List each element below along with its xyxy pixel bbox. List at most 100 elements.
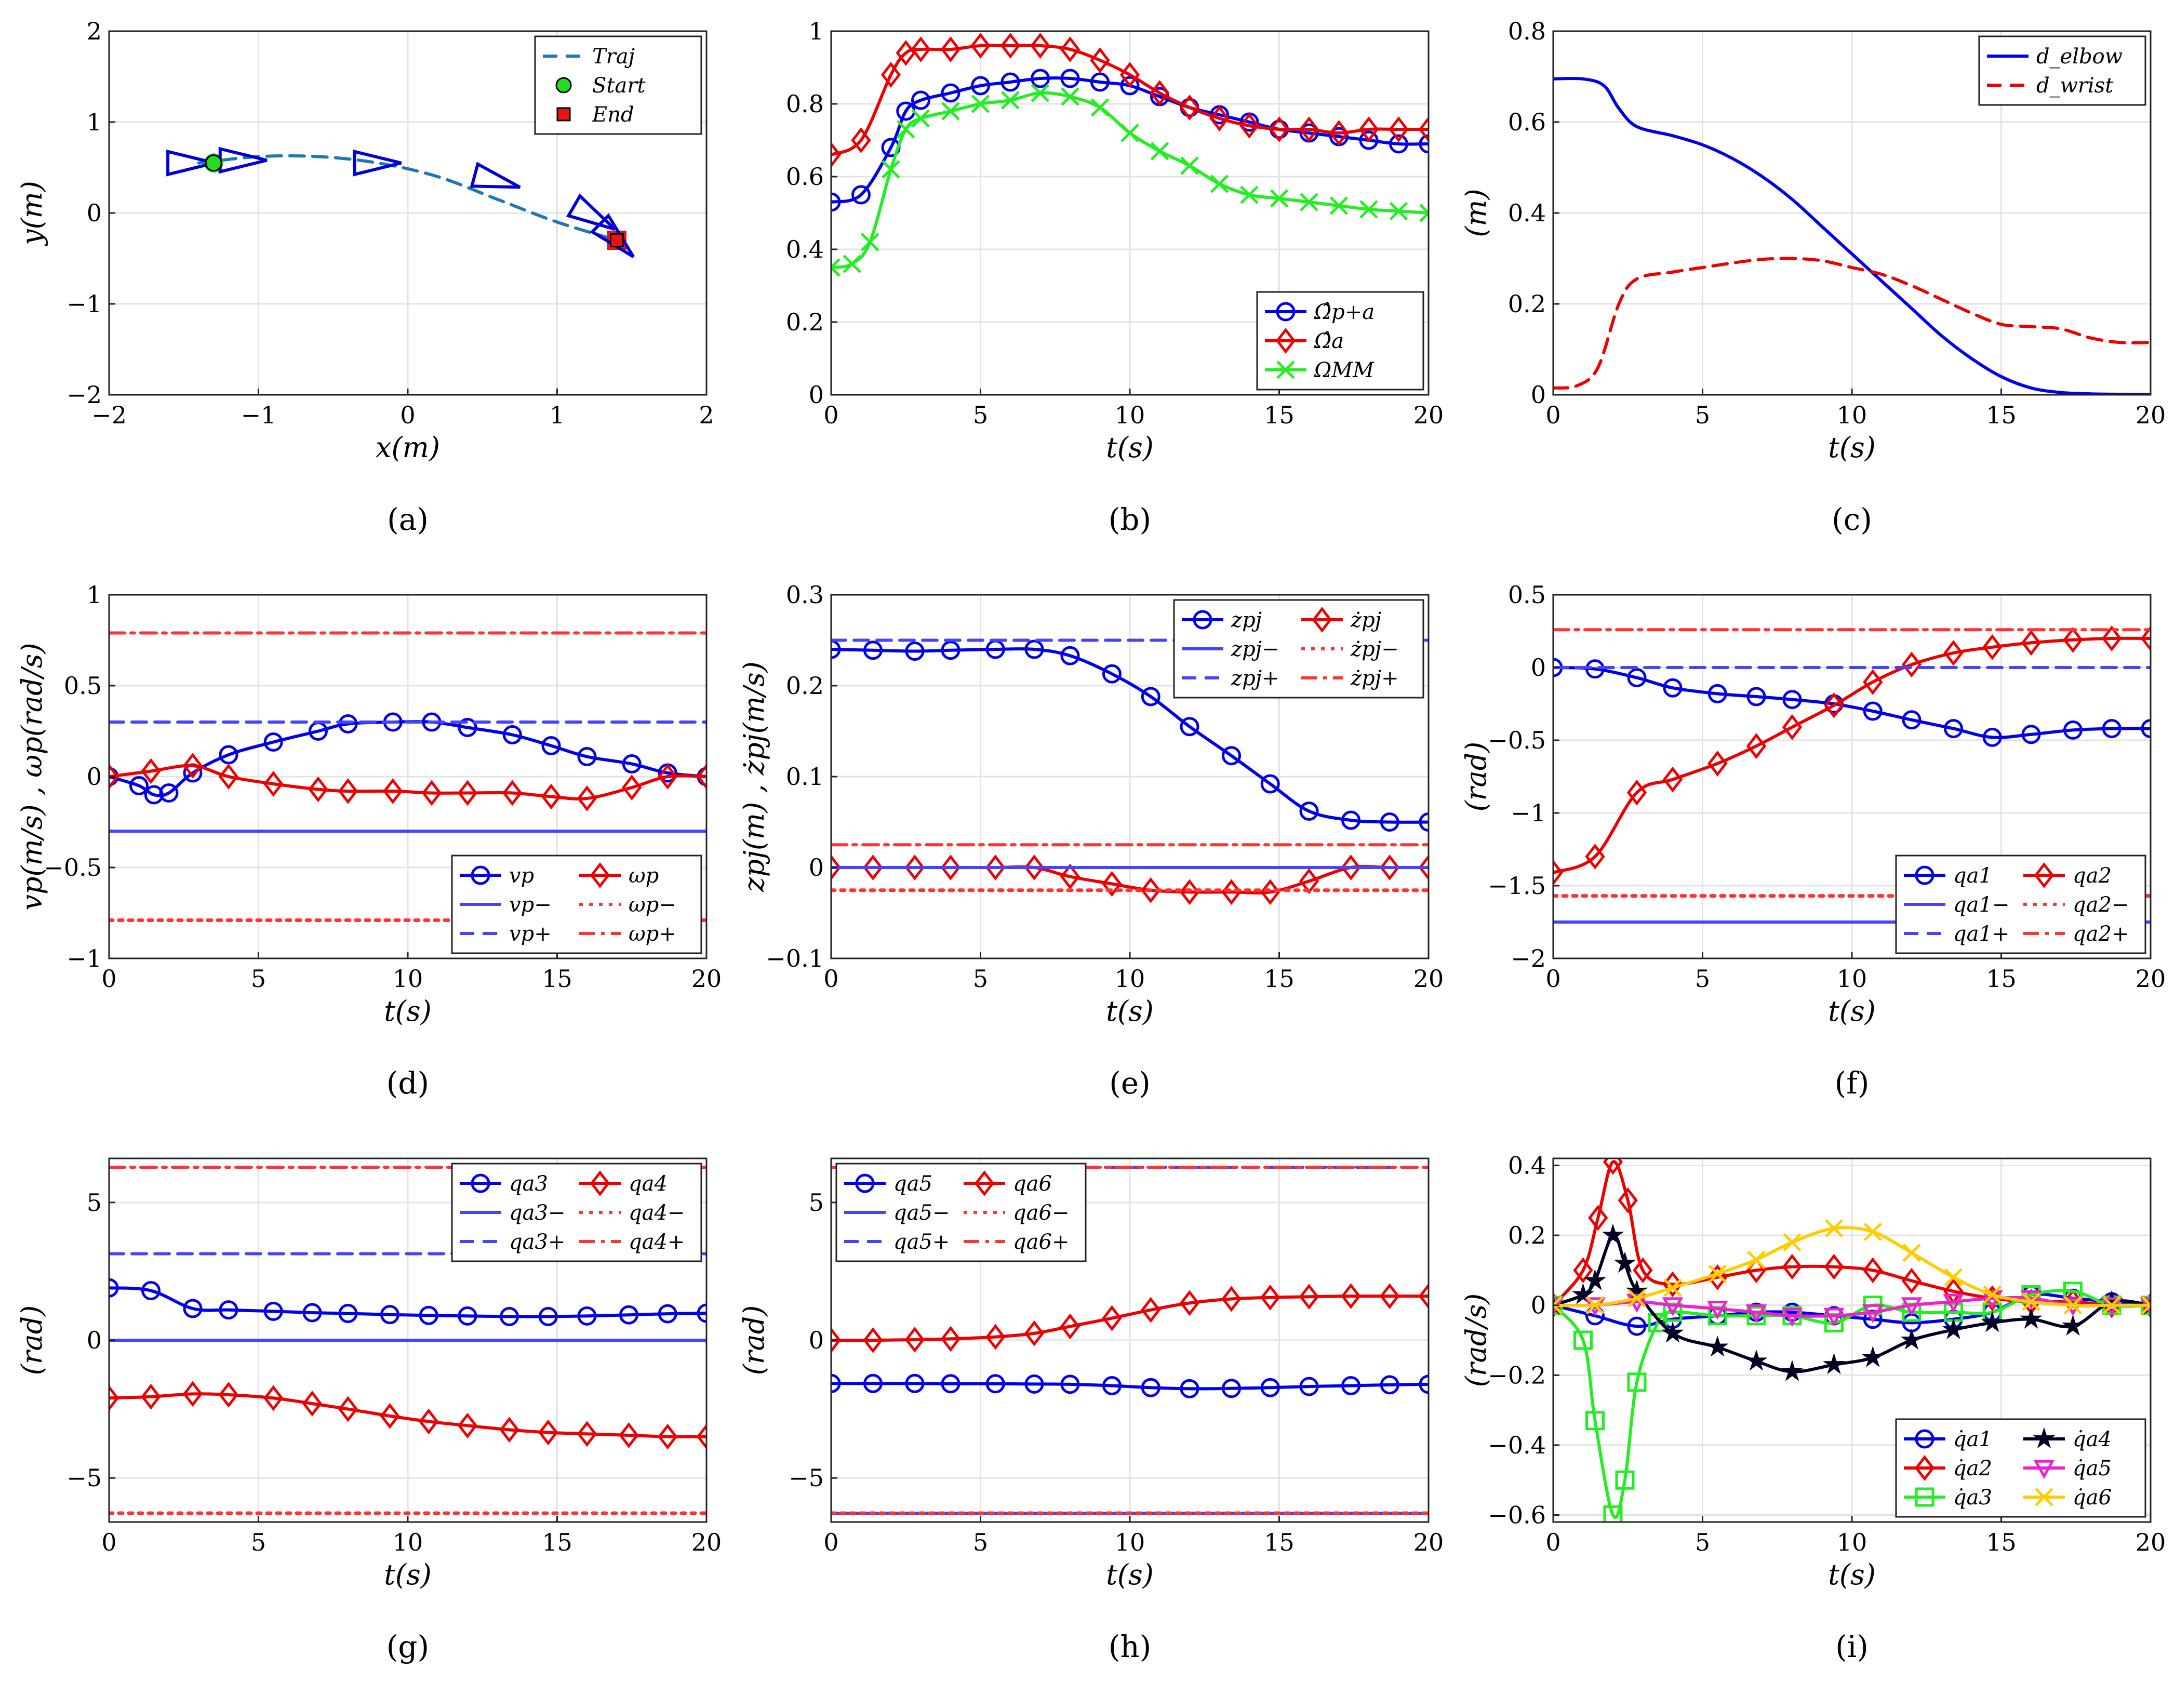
- y-tick-label: 0: [1531, 381, 1546, 409]
- legend-label: qa4+: [629, 1230, 685, 1254]
- series-line-qa5: [831, 1382, 1429, 1391]
- x-tick-label: 10: [1115, 965, 1145, 993]
- legend-label: Ω̂p+a: [1314, 300, 1375, 324]
- x-tick-label: 15: [542, 1528, 572, 1556]
- legend-label: żpj+: [1350, 666, 1399, 690]
- data-point-qa4: [619, 1422, 639, 1448]
- data-point-ΩMM: [1389, 202, 1408, 221]
- legend-label: qa5+: [893, 1230, 950, 1254]
- y-axis-label: zpj(m) , żpj(m/s): [738, 661, 770, 892]
- x-tick-label: 20: [2136, 1528, 2166, 1556]
- data-point-qa5: [905, 1373, 925, 1393]
- data-point-qa4: [419, 1408, 439, 1435]
- data-point-q̇a5: [1707, 1301, 1728, 1320]
- data-point-qa2: [1626, 779, 1647, 806]
- data-point-qa4: [141, 1383, 161, 1410]
- data-point-Ω̂p+a: [1000, 72, 1020, 92]
- data-point-q̇a6: [1824, 1219, 1844, 1238]
- legend-marker: [2034, 862, 2054, 888]
- data-point-Ω̂p+a: [1090, 72, 1110, 92]
- data-point-qa3: [458, 1306, 477, 1326]
- data-point-qa3: [619, 1305, 638, 1325]
- legend-label: q̇a3: [1953, 1486, 1992, 1510]
- x-tick-label: 15: [1986, 965, 2017, 993]
- data-point-ΩMM: [941, 102, 960, 121]
- legend: zpj żpj zpj− zpj+ żpj− żpj+: [1173, 599, 1424, 699]
- data-point-qa4: [658, 1423, 678, 1450]
- legend: qa5 qa6 qa5− qa5+ qa6− qa6+: [835, 1163, 1087, 1262]
- data-point-Ω̂a: [970, 33, 991, 59]
- data-point-q̇a2: [1824, 1253, 1844, 1280]
- legend-box: [1978, 35, 2146, 106]
- data-point-q̇a6: [2102, 1296, 2121, 1315]
- series-group: [109, 1165, 706, 1515]
- series-line-Traj: [197, 154, 619, 242]
- y-tick-label: 0: [87, 199, 102, 227]
- data-point-Ω̂p+a: [1031, 69, 1050, 88]
- data-point-q̇a4: [1900, 1328, 1923, 1350]
- x-tick-label: 20: [2136, 965, 2166, 993]
- data-point-qa5: [831, 1373, 841, 1393]
- data-point-q̇a5: [1823, 1307, 1845, 1327]
- y-axis-label: (rad): [16, 1305, 48, 1376]
- legend-marker: [1276, 361, 1295, 379]
- data-point-Ω̂p+a: [1419, 134, 1429, 154]
- legend-marker: [1915, 865, 1934, 885]
- data-point-qa5: [1024, 1374, 1044, 1394]
- data-point-qa4: [302, 1391, 323, 1417]
- legend-label: d_wrist: [2036, 74, 2114, 98]
- x-axis-label: t(s): [1828, 995, 1876, 1028]
- panel-label: (f): [1835, 1065, 1870, 1101]
- data-point-qa3: [419, 1305, 438, 1325]
- data-point-Ω̂p+a: [971, 76, 990, 96]
- data-point-żpj: [904, 855, 925, 880]
- data-point-q̇a6: [1663, 1278, 1682, 1297]
- panel-d: 0 5 10 15 20 −1 −0.5 0 0.5 1 t(s) vp(m/s) , ωp(rad/…: [16, 581, 722, 1101]
- series-group: [1553, 76, 2151, 395]
- x-tick-label: 5: [973, 401, 988, 429]
- legend: Ω̂p+a Ω̂a ΩMM: [1256, 291, 1424, 391]
- data-point-Ω̂a: [1358, 116, 1379, 142]
- data-point-qa6: [1024, 1320, 1045, 1346]
- data-point-ωp: [622, 775, 642, 800]
- series-line-q̇a6: [1553, 1226, 2151, 1307]
- data-point-q̇a6: [2063, 1296, 2083, 1315]
- legend-label: q̇a1: [1953, 1427, 1992, 1451]
- data-point-q̇a5: [1862, 1304, 1884, 1324]
- y-axis-label: vp(m/s) , ωp(rad/s): [16, 643, 48, 910]
- x-tick-label: 5: [973, 1528, 988, 1556]
- data-point-qa5: [1419, 1375, 1429, 1394]
- data-point-q̇a6: [1553, 1296, 1563, 1315]
- panel-label: (b): [1109, 502, 1151, 537]
- data-point-żpj: [863, 855, 883, 880]
- data-point-q̇a4: [1942, 1318, 1965, 1340]
- data-point-Ω̂a: [1418, 116, 1429, 142]
- data-point-qa3: [658, 1304, 677, 1324]
- data-point-ΩMM: [1270, 189, 1289, 208]
- y-tick-label: 0: [87, 1326, 102, 1354]
- data-point-qa1: [1863, 701, 1883, 721]
- y-tick-label: 0: [809, 381, 824, 409]
- data-point-ΩMM: [882, 160, 900, 179]
- legend-label: ΩMM: [1314, 358, 1375, 382]
- data-point-vp: [502, 725, 522, 744]
- data-point-q̇a4: [1745, 1349, 1768, 1371]
- data-point-ωp: [577, 785, 597, 811]
- y-tick-label: −5: [789, 1464, 824, 1492]
- legend-marker: [1276, 302, 1296, 322]
- data-point-q̇a4: [1861, 1346, 1884, 1367]
- legend-marker: [2033, 1460, 2055, 1479]
- x-tick-label: 15: [1986, 1528, 2017, 1556]
- x-axis-label: t(s): [384, 1558, 432, 1591]
- data-point-q̇a4: [1572, 1283, 1594, 1304]
- data-point-qa6: [985, 1324, 1006, 1350]
- y-tick-label: 0: [809, 1326, 824, 1354]
- data-point-qa4: [338, 1396, 358, 1422]
- x-tick-label: 0: [823, 1528, 838, 1556]
- legend-label: q̇a6: [2073, 1486, 2112, 1510]
- data-point-qa4: [577, 1421, 597, 1447]
- robot-pose-arrow: [470, 162, 521, 189]
- data-point-qa5: [1222, 1379, 1241, 1398]
- legend-marker: [2033, 1427, 2056, 1449]
- data-point-q̇a4: [1661, 1322, 1684, 1343]
